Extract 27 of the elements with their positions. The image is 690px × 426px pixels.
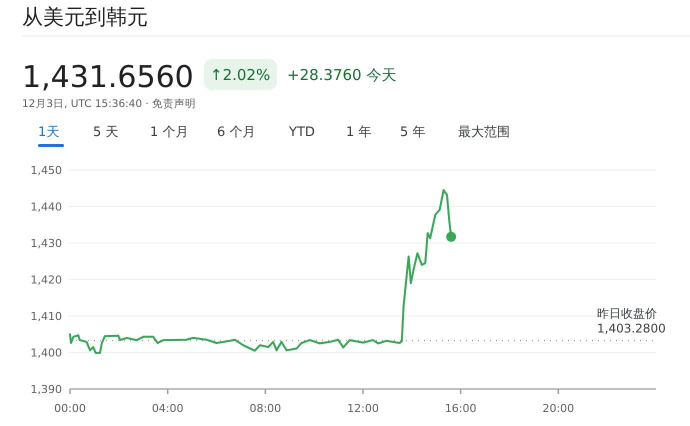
- x-tick-label: 16:00: [444, 402, 477, 415]
- x-tick-label: 12:00: [347, 402, 379, 415]
- y-tick-label: 1,450: [30, 164, 62, 177]
- text: ↑2.02%: [210, 66, 270, 84]
- text: +28.3760 今天: [287, 66, 396, 84]
- text: 5 天: [93, 125, 118, 140]
- text: 12月3日, UTC 15:36:40 · 免责声明: [22, 97, 196, 110]
- x-tick-label: 20:00: [542, 402, 574, 415]
- text: 5 年: [400, 125, 426, 140]
- text: 1 个月: [150, 125, 188, 140]
- text: 1 年: [346, 125, 372, 140]
- y-tick-label: 1,410: [30, 310, 62, 323]
- text: 最大范围: [458, 125, 510, 140]
- y-tick-label: 1,420: [30, 273, 62, 286]
- y-tick-label: 1,430: [30, 236, 62, 250]
- x-tick-label: 08:00: [249, 402, 282, 415]
- y-tick-label: 1,390: [30, 382, 62, 396]
- text: 1,431.6560: [22, 60, 194, 95]
- x-tick-label: 00:00: [54, 402, 86, 415]
- text: YTD: [288, 125, 315, 140]
- chart-title: 从美元到韩元: [22, 5, 148, 29]
- x-tick-label: 04:00: [152, 402, 184, 415]
- text: 6 个月: [217, 125, 256, 140]
- y-tick-label: 1,400: [30, 346, 62, 360]
- y-tick-label: 1,440: [30, 200, 62, 214]
- ref-line-label: 昨日收盘价 1,403.2800: [597, 306, 666, 336]
- text: 1天: [38, 125, 60, 140]
